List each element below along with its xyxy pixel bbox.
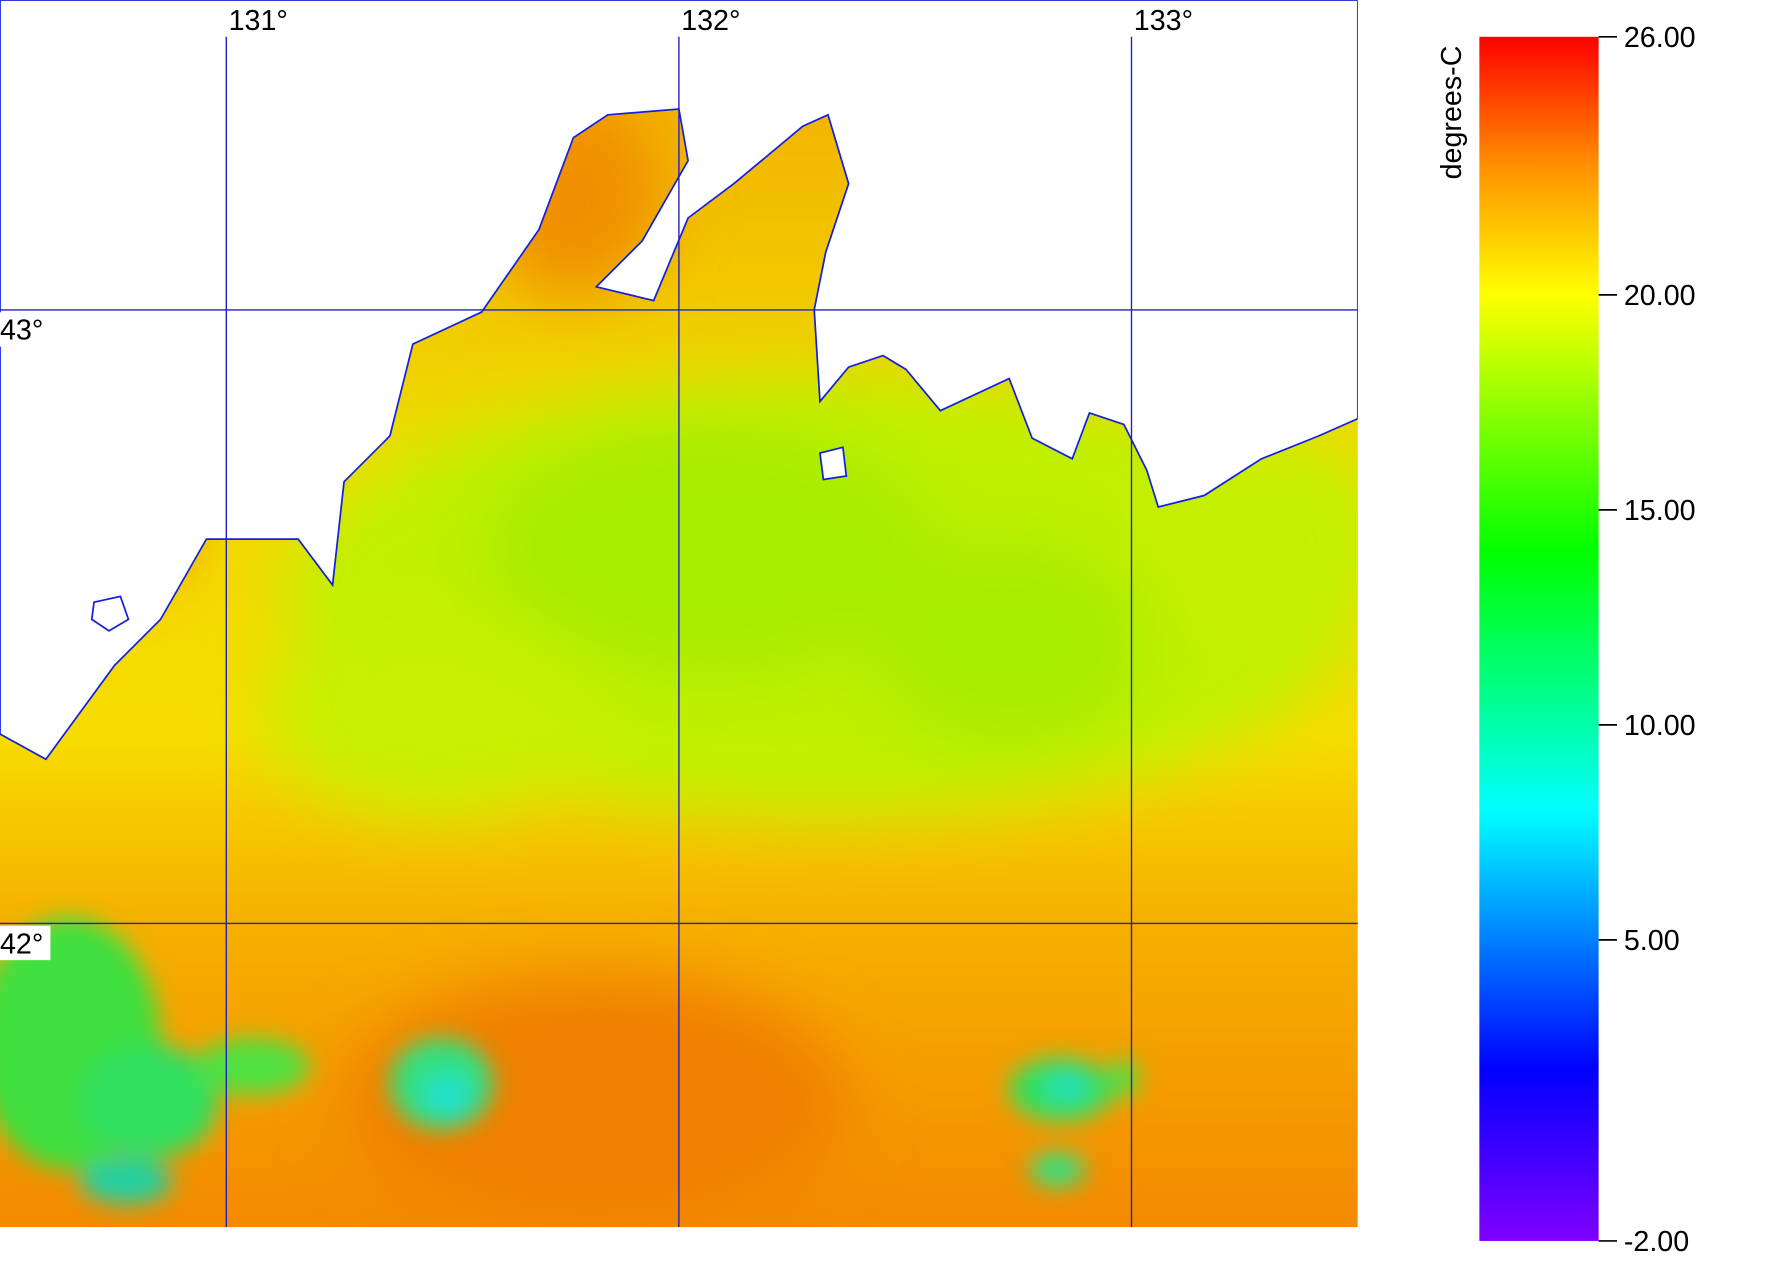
colorbar-tick-label: 26.00 xyxy=(1624,22,1696,54)
colorbar xyxy=(1479,36,1599,1241)
latitude-label-bg xyxy=(0,925,51,961)
longitude-label: 131° xyxy=(229,5,288,37)
land xyxy=(0,0,1358,761)
island xyxy=(90,595,130,632)
colorbar-tick-label: 5.00 xyxy=(1624,925,1680,957)
colorbar-label: degrees-C xyxy=(1436,46,1468,180)
latitude-label-bg xyxy=(0,312,51,347)
latitude-label: 43° xyxy=(0,315,43,347)
longitude-label: 133° xyxy=(1134,5,1193,37)
island xyxy=(819,446,848,481)
colorbar-tick-label: -2.00 xyxy=(1624,1226,1689,1258)
latitude-label: 42° xyxy=(0,928,43,960)
longitude-label: 132° xyxy=(681,5,740,37)
sst-field xyxy=(0,0,1358,1228)
colorbar-tick-label: 10.00 xyxy=(1624,710,1696,742)
colorbar-tick-label: 20.00 xyxy=(1624,280,1696,312)
colorbar-tick-label: 15.00 xyxy=(1624,495,1696,527)
